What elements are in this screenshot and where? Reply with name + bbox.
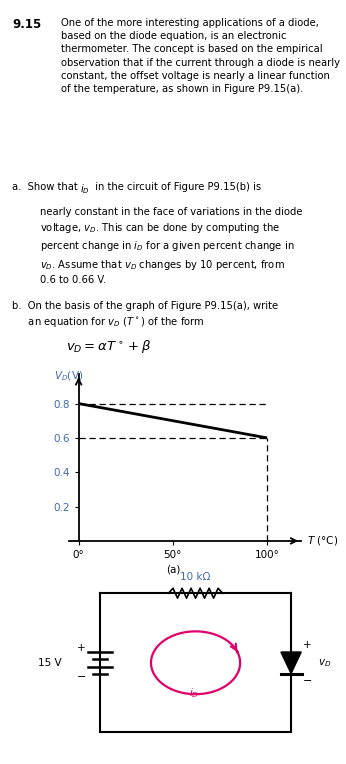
Text: 15 V: 15 V [38, 658, 62, 668]
Polygon shape [281, 652, 301, 674]
Text: 9.15: 9.15 [12, 18, 42, 31]
Text: +: + [77, 643, 86, 653]
Text: $v_D$: $v_D$ [318, 657, 331, 668]
Text: $T$ (°C): $T$ (°C) [307, 534, 338, 548]
Text: (a): (a) [166, 564, 180, 574]
Text: One of the more interesting applications of a diode,
based on the diode equation: One of the more interesting applications… [61, 18, 339, 95]
Text: −: − [303, 676, 312, 686]
Text: b.  On the basis of the graph of Figure P9.15(a), write
     an equation for $v_: b. On the basis of the graph of Figure P… [12, 301, 278, 329]
Text: $\it{i}_D$: $\it{i}_D$ [80, 182, 90, 196]
Text: a.  Show that: a. Show that [12, 182, 81, 192]
Text: $i_D$: $i_D$ [189, 686, 199, 700]
Text: 10 kΩ: 10 kΩ [180, 571, 211, 581]
Text: +: + [303, 639, 312, 649]
Text: nearly constant in the face of variations in the diode
voltage, $v_D$. This can : nearly constant in the face of variation… [40, 207, 302, 285]
Text: $V_D$(V): $V_D$(V) [54, 369, 83, 383]
Text: $v_D = \alpha T^\circ + \beta$: $v_D = \alpha T^\circ + \beta$ [66, 338, 151, 354]
Text: −: − [77, 672, 86, 682]
Text: in the circuit of Figure P9.15(b) is: in the circuit of Figure P9.15(b) is [92, 182, 261, 192]
